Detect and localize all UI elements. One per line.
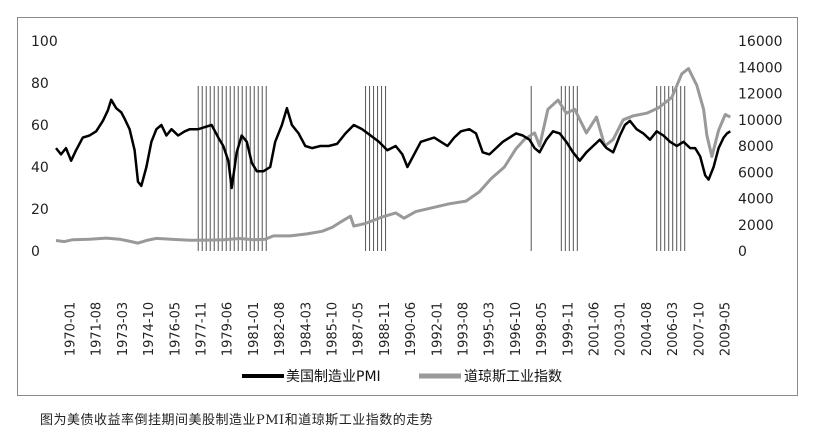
x-tick-label: 1996-10 xyxy=(509,302,524,356)
x-tick-label: 2009-05 xyxy=(719,302,734,356)
x-tick-label: 1979-06 xyxy=(221,302,236,356)
x-tick-label: 2004-08 xyxy=(640,302,655,356)
x-tick-label: 2003-01 xyxy=(614,302,629,356)
chart-frame: 0 20 40 60 80 100 0 2000 4000 6000 8000 10000 12000… xyxy=(17,17,798,396)
left-tick-label: 80 xyxy=(31,76,49,92)
right-tick-label: 4000 xyxy=(738,192,774,208)
x-tick-label: 1995-03 xyxy=(483,302,498,356)
x-tick-label: 1992-01 xyxy=(430,302,445,356)
x-tick-label: 1982-08 xyxy=(273,302,288,356)
right-tick-label: 6000 xyxy=(738,165,774,181)
right-tick-label: 8000 xyxy=(738,139,774,155)
x-tick-label: 1981-01 xyxy=(247,302,262,356)
right-tick-label: 14000 xyxy=(738,60,783,76)
right-tick-label: 2000 xyxy=(738,218,774,234)
left-axis-ticks: 0 20 40 60 80 100 xyxy=(31,34,58,260)
right-axis-ticks: 0 2000 4000 6000 8000 10000 12000 14000 16000 xyxy=(738,34,783,260)
x-tick-label: 1999-11 xyxy=(561,302,576,356)
right-tick-label: 12000 xyxy=(738,87,783,103)
x-tick-label: 1984-03 xyxy=(299,302,314,356)
x-tick-label: 2006-03 xyxy=(666,302,681,356)
right-tick-label: 0 xyxy=(738,244,747,260)
x-tick-label: 1988-11 xyxy=(378,302,393,356)
x-tick-label: 2001-06 xyxy=(588,302,603,356)
right-tick-label: 10000 xyxy=(738,113,783,129)
x-tick-label: 1973-03 xyxy=(116,302,131,356)
left-tick-label: 20 xyxy=(31,202,49,218)
chart-svg: 0 20 40 60 80 100 0 2000 4000 6000 8000 10000 12000… xyxy=(31,34,783,385)
series-lines xyxy=(55,67,731,245)
series-line-pmi xyxy=(55,98,731,190)
figure-caption: 图为美债收益率倒挂期间美股制造业PMI和道琼斯工业指数的走势 xyxy=(40,413,434,428)
left-tick-label: 0 xyxy=(31,244,40,260)
right-tick-label: 16000 xyxy=(738,34,783,50)
x-tick-label: 1987-05 xyxy=(352,302,367,356)
x-tick-label: 1970-01 xyxy=(64,302,79,356)
x-tick-label: 1998-05 xyxy=(535,302,550,356)
left-tick-label: 60 xyxy=(31,118,49,134)
x-tick-label: 1971-08 xyxy=(90,302,105,356)
x-tick-label: 2007-10 xyxy=(692,302,707,356)
legend-label-pmi: 美国制造业PMI xyxy=(286,369,381,385)
left-tick-label: 100 xyxy=(31,34,58,50)
x-tick-label: 1974-10 xyxy=(142,302,157,356)
x-tick-label: 1977-11 xyxy=(195,302,210,356)
x-axis-ticks: 1970-01 1971-08 1973-03 1974-10 1976-05 1977-… xyxy=(64,302,734,356)
x-tick-label: 1993-08 xyxy=(457,302,472,356)
x-tick-label: 1976-05 xyxy=(168,302,183,356)
x-tick-label: 1990-06 xyxy=(404,302,419,356)
series-line-dow xyxy=(55,67,731,245)
left-tick-label: 40 xyxy=(31,160,49,176)
legend-label-dow: 道琼斯工业指数 xyxy=(464,369,562,385)
legend: 美国制造业PMI 道琼斯工业指数 xyxy=(242,369,562,385)
x-tick-label: 1985-10 xyxy=(326,302,341,356)
inversion-bands xyxy=(197,86,686,251)
